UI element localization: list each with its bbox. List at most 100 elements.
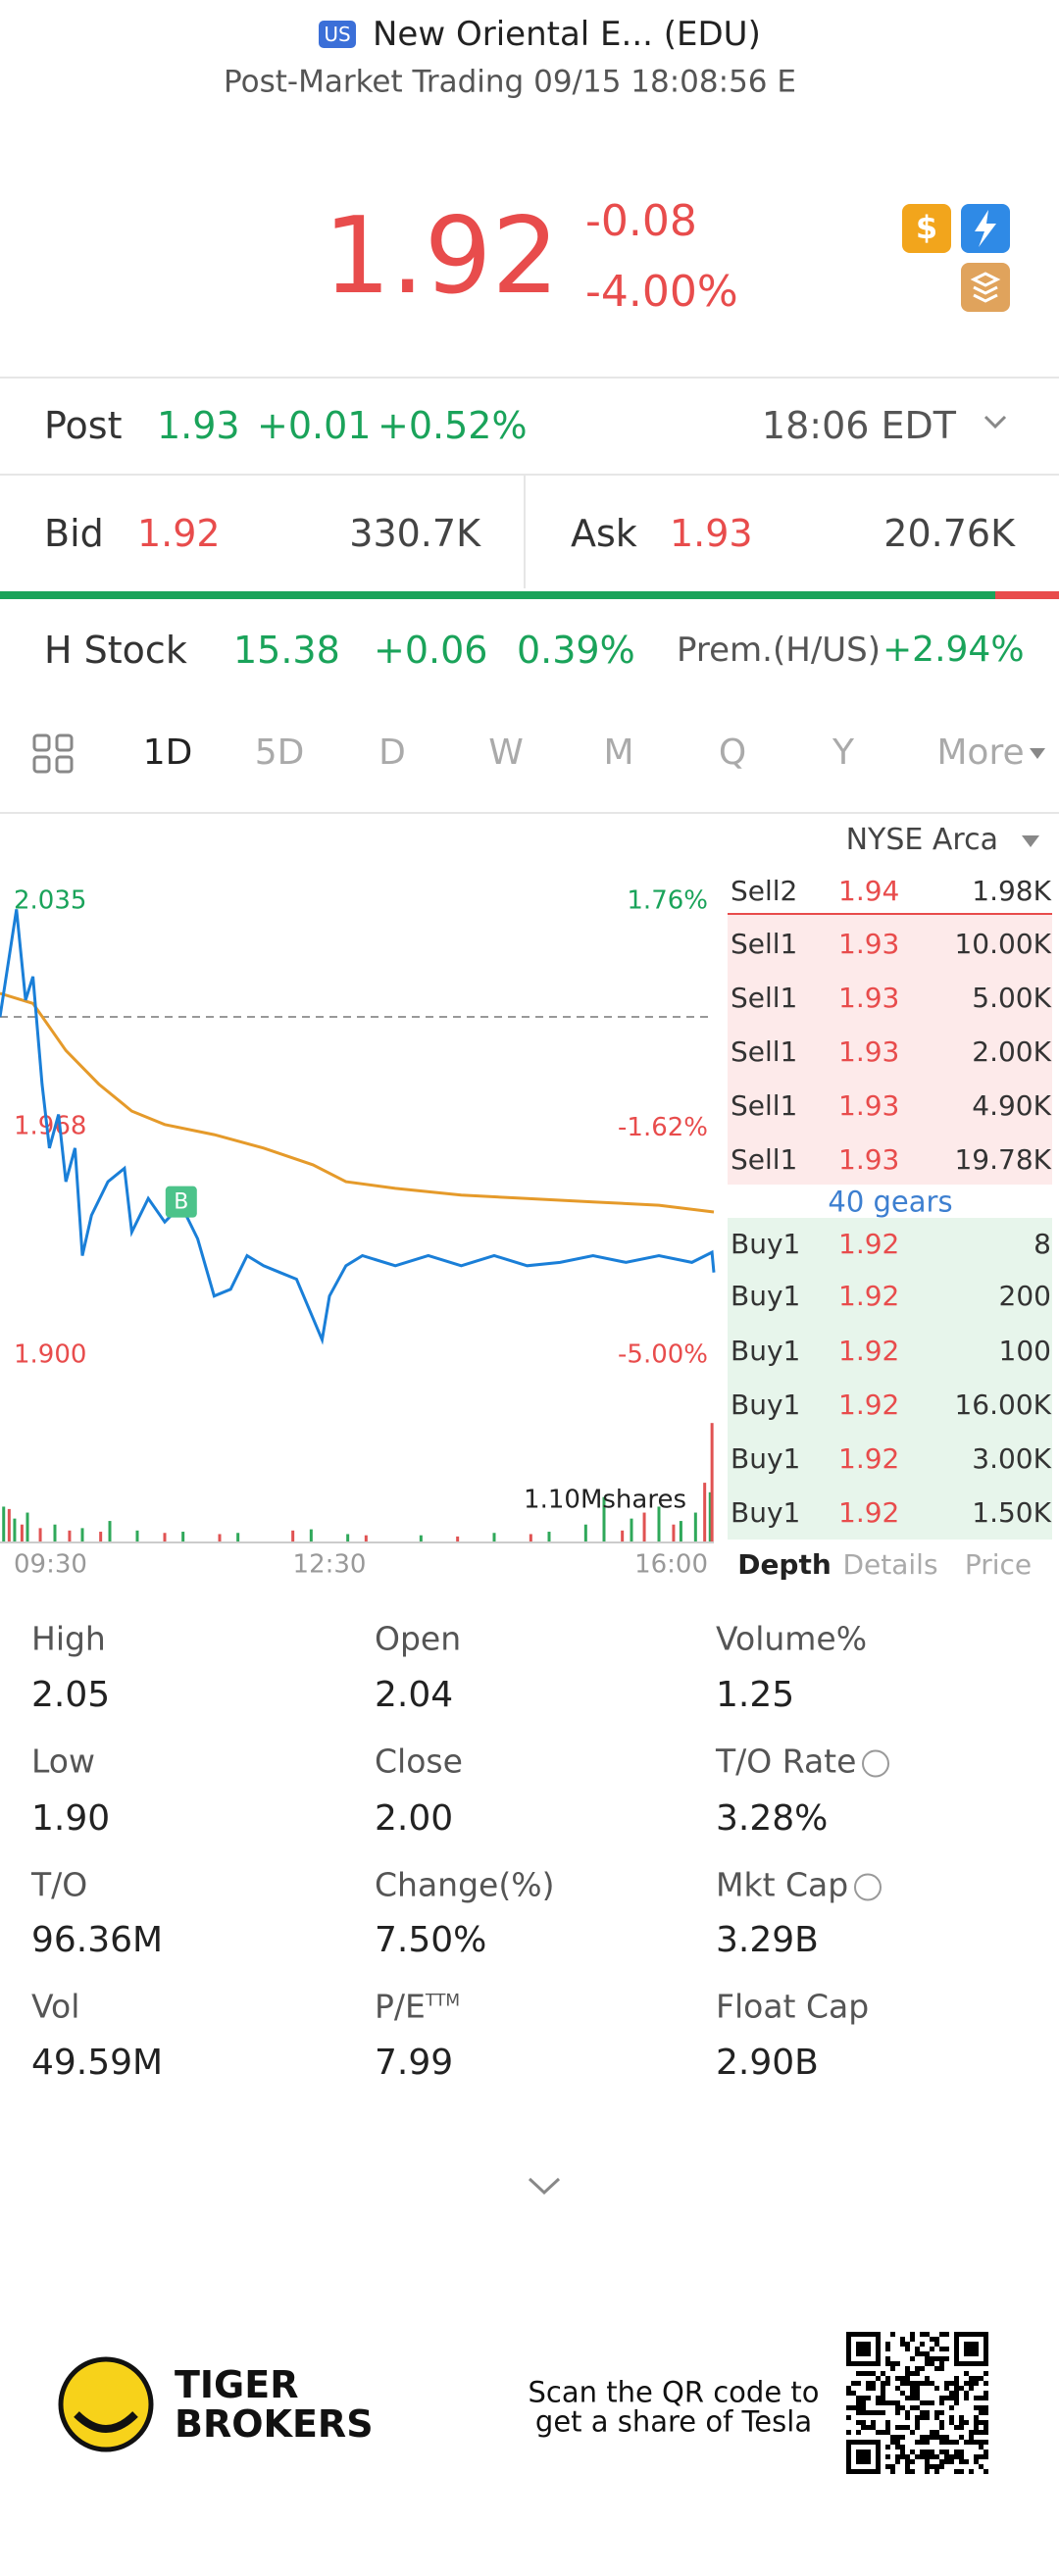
- qr-cell: [944, 2435, 949, 2440]
- qr-cell: [983, 2430, 988, 2435]
- qr-cell: [895, 2410, 900, 2415]
- period-tab[interactable]: W: [488, 732, 524, 773]
- badge-bg: [319, 21, 356, 48]
- qr-cell: [861, 2400, 866, 2405]
- book-level: Sell2: [731, 875, 798, 907]
- qr-cell: [910, 2337, 915, 2342]
- period-tab[interactable]: D: [378, 732, 406, 773]
- badge-text: US: [324, 23, 351, 46]
- qr-cell: [905, 2342, 910, 2347]
- period-tab[interactable]: 5D: [254, 732, 305, 773]
- info-icon[interactable]: [862, 1749, 890, 1777]
- qr-cell: [900, 2445, 905, 2450]
- qr-cell: [959, 2420, 964, 2425]
- qr-cell: [944, 2450, 949, 2454]
- qr-cell: [871, 2420, 876, 2425]
- qr-cell: [915, 2405, 920, 2410]
- price-change-pct: -4.00%: [585, 267, 738, 317]
- book-size: 16.00K: [954, 1389, 1051, 1421]
- period-tab[interactable]: More: [936, 732, 1025, 773]
- stat-label: P/ETTM: [375, 1987, 461, 2026]
- h-stock-price: 15.38: [233, 629, 340, 672]
- book-tab[interactable]: Price: [964, 1548, 1033, 1581]
- expand-chevron[interactable]: [528, 2177, 561, 2196]
- volume-bar: [679, 1521, 682, 1542]
- qr-cell: [959, 2425, 964, 2430]
- volume-bar: [657, 1506, 661, 1542]
- qr-cell: [905, 2396, 910, 2400]
- qr-cell: [979, 2464, 983, 2469]
- qr-cell: [944, 2396, 949, 2400]
- qr-cell: [934, 2454, 939, 2459]
- layout-icon[interactable]: [32, 733, 74, 774]
- price-change: -0.08: [585, 196, 697, 246]
- qr-cell: [934, 2342, 939, 2347]
- qr-cell: [910, 2459, 915, 2464]
- book-price: 1.92: [838, 1389, 900, 1421]
- info-icon[interactable]: [854, 1873, 882, 1900]
- bid-ratio-bar: [0, 591, 995, 599]
- volume-bar: [492, 1533, 496, 1542]
- period-tab[interactable]: Q: [718, 732, 747, 773]
- qr-cell: [925, 2381, 930, 2386]
- qr-cell: [885, 2361, 890, 2366]
- qr-cell: [885, 2430, 890, 2435]
- qr-cell: [905, 2371, 910, 2376]
- qr-cell: [979, 2410, 983, 2415]
- logo: [58, 2356, 154, 2452]
- qr-cell: [900, 2450, 905, 2454]
- qr-cell: [964, 2396, 969, 2400]
- book-level: Sell1: [731, 982, 798, 1014]
- qr-cell: [969, 2381, 974, 2386]
- qr-cell: [915, 2351, 920, 2356]
- qr-cell: [930, 2450, 934, 2454]
- qr-cell: [920, 2400, 925, 2405]
- exchange-dropdown[interactable]: [1022, 835, 1039, 847]
- book-size: 1.98K: [972, 875, 1051, 907]
- qr-cell: [959, 2386, 964, 2391]
- qr-finder: [964, 2342, 979, 2356]
- qr-cell: [895, 2445, 900, 2450]
- qr-cell: [881, 2410, 885, 2415]
- qr-cell: [915, 2386, 920, 2391]
- period-tab[interactable]: 1D: [142, 732, 193, 773]
- post-dropdown[interactable]: [983, 415, 1007, 429]
- qr-cell: [954, 2400, 959, 2405]
- qr-cell: [944, 2356, 949, 2361]
- qr-cell: [974, 2396, 979, 2400]
- icon-dollar[interactable]: [902, 204, 951, 253]
- exchange-name[interactable]: NYSE Arca: [845, 823, 998, 857]
- qr-cell: [964, 2391, 969, 2396]
- qr-cell: [910, 2371, 915, 2376]
- volume-bar: [25, 1512, 29, 1542]
- qr-cell: [905, 2454, 910, 2459]
- qr-cell: [969, 2386, 974, 2391]
- period-tab[interactable]: M: [603, 732, 634, 773]
- qr-cell: [983, 2469, 988, 2474]
- icon-layers[interactable]: [961, 263, 1010, 312]
- qr-cell: [885, 2381, 890, 2386]
- qr-cell: [939, 2332, 944, 2337]
- qr-cell: [856, 2371, 861, 2376]
- qr-cell: [856, 2430, 861, 2435]
- stat-label: High: [31, 1619, 106, 1658]
- period-tab[interactable]: Y: [832, 732, 854, 773]
- qr-cell: [969, 2435, 974, 2440]
- x-tick-label: 16:00: [634, 1550, 708, 1580]
- book-tab[interactable]: Details: [842, 1548, 938, 1581]
- qr-cell: [920, 2351, 925, 2356]
- qr-cell: [939, 2425, 944, 2430]
- qr-cell: [885, 2347, 890, 2351]
- qr-cell: [974, 2440, 979, 2445]
- qr-cell: [934, 2469, 939, 2474]
- qr-cell: [885, 2454, 890, 2459]
- qr-cell: [910, 2469, 915, 2474]
- qr-cell: [910, 2381, 915, 2386]
- qr-cell: [920, 2410, 925, 2415]
- qr-cell: [915, 2381, 920, 2386]
- volume-bar: [621, 1530, 625, 1542]
- post-time: 18:06 EDT: [761, 404, 956, 447]
- book-tab[interactable]: Depth: [737, 1548, 832, 1581]
